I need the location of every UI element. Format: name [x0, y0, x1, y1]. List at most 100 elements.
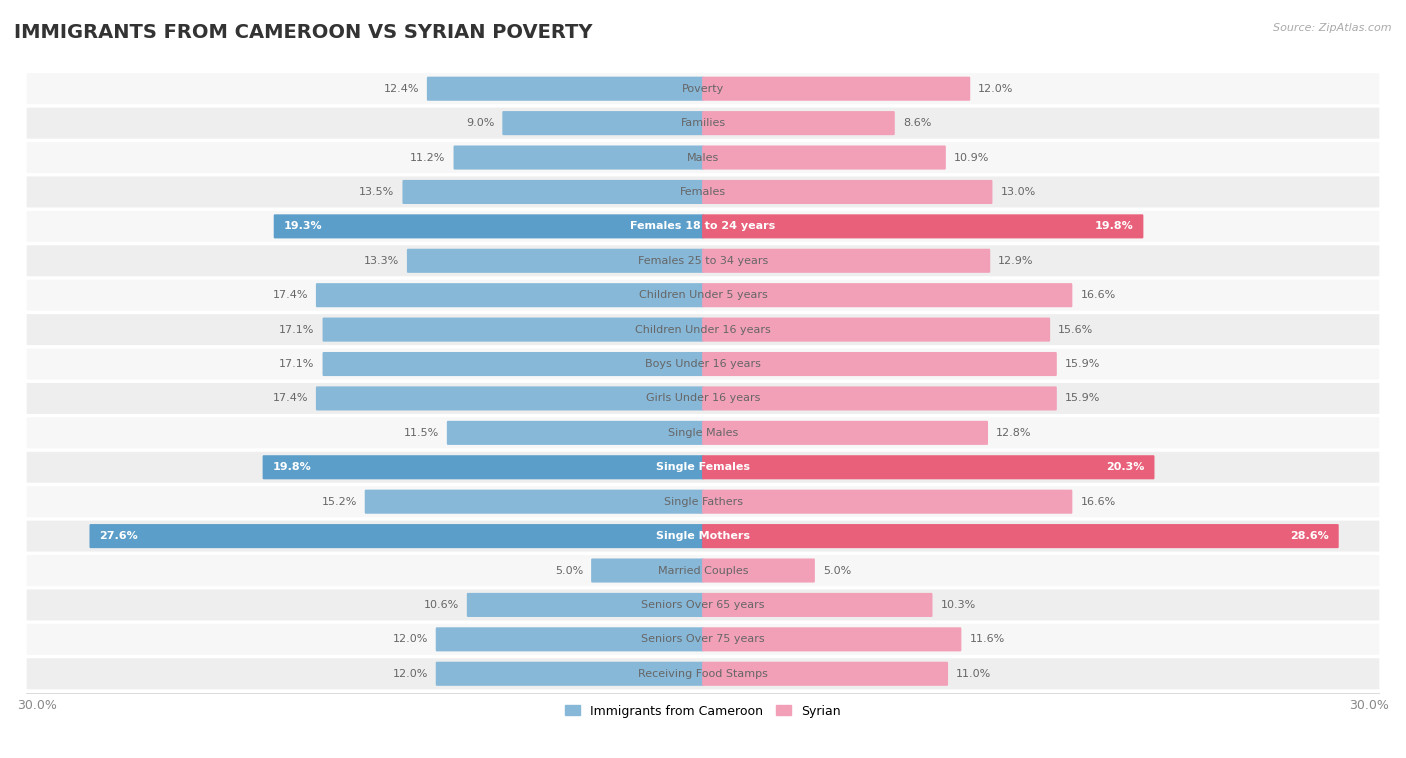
FancyBboxPatch shape [702, 318, 1050, 342]
Text: 16.6%: 16.6% [1080, 496, 1115, 506]
Text: 15.9%: 15.9% [1064, 359, 1099, 369]
Text: Single Mothers: Single Mothers [657, 531, 749, 541]
FancyBboxPatch shape [274, 215, 704, 239]
Text: Children Under 16 years: Children Under 16 years [636, 324, 770, 334]
Text: 5.0%: 5.0% [823, 565, 851, 575]
FancyBboxPatch shape [702, 559, 815, 583]
FancyBboxPatch shape [90, 524, 704, 548]
FancyBboxPatch shape [702, 215, 1143, 239]
Legend: Immigrants from Cameroon, Syrian: Immigrants from Cameroon, Syrian [561, 700, 845, 722]
FancyBboxPatch shape [702, 111, 894, 135]
Text: 12.9%: 12.9% [998, 255, 1033, 266]
FancyBboxPatch shape [454, 146, 704, 170]
FancyBboxPatch shape [702, 283, 1073, 307]
Text: 9.0%: 9.0% [465, 118, 495, 128]
Text: 17.1%: 17.1% [280, 324, 315, 334]
FancyBboxPatch shape [27, 108, 1379, 139]
FancyBboxPatch shape [322, 318, 704, 342]
Text: Families: Families [681, 118, 725, 128]
FancyBboxPatch shape [27, 624, 1379, 655]
FancyBboxPatch shape [436, 662, 704, 686]
FancyBboxPatch shape [402, 180, 704, 204]
FancyBboxPatch shape [322, 352, 704, 376]
FancyBboxPatch shape [702, 249, 990, 273]
FancyBboxPatch shape [702, 146, 946, 170]
Text: 17.4%: 17.4% [273, 290, 308, 300]
FancyBboxPatch shape [502, 111, 704, 135]
FancyBboxPatch shape [27, 555, 1379, 586]
FancyBboxPatch shape [27, 280, 1379, 311]
FancyBboxPatch shape [27, 74, 1379, 104]
Text: 19.8%: 19.8% [1095, 221, 1133, 231]
FancyBboxPatch shape [364, 490, 704, 514]
Text: IMMIGRANTS FROM CAMEROON VS SYRIAN POVERTY: IMMIGRANTS FROM CAMEROON VS SYRIAN POVER… [14, 23, 592, 42]
Text: 5.0%: 5.0% [555, 565, 583, 575]
Text: 27.6%: 27.6% [100, 531, 138, 541]
FancyBboxPatch shape [316, 387, 704, 411]
FancyBboxPatch shape [702, 352, 1057, 376]
Text: 12.4%: 12.4% [384, 83, 419, 94]
FancyBboxPatch shape [316, 283, 704, 307]
FancyBboxPatch shape [702, 77, 970, 101]
FancyBboxPatch shape [436, 628, 704, 651]
Text: 28.6%: 28.6% [1291, 531, 1329, 541]
FancyBboxPatch shape [27, 142, 1379, 173]
Text: Males: Males [688, 152, 718, 162]
Text: Children Under 5 years: Children Under 5 years [638, 290, 768, 300]
Text: 13.5%: 13.5% [359, 187, 395, 197]
FancyBboxPatch shape [27, 658, 1379, 689]
Text: Girls Under 16 years: Girls Under 16 years [645, 393, 761, 403]
FancyBboxPatch shape [702, 628, 962, 651]
FancyBboxPatch shape [406, 249, 704, 273]
FancyBboxPatch shape [263, 456, 704, 479]
FancyBboxPatch shape [27, 211, 1379, 242]
FancyBboxPatch shape [702, 421, 988, 445]
FancyBboxPatch shape [702, 524, 1339, 548]
Text: 12.0%: 12.0% [979, 83, 1014, 94]
Text: 11.5%: 11.5% [404, 428, 439, 438]
Text: Boys Under 16 years: Boys Under 16 years [645, 359, 761, 369]
Text: 13.0%: 13.0% [1001, 187, 1036, 197]
FancyBboxPatch shape [27, 246, 1379, 276]
Text: 10.3%: 10.3% [941, 600, 976, 610]
FancyBboxPatch shape [27, 486, 1379, 517]
Text: 20.3%: 20.3% [1107, 462, 1144, 472]
Text: 19.3%: 19.3% [284, 221, 322, 231]
FancyBboxPatch shape [591, 559, 704, 583]
Text: Single Females: Single Females [657, 462, 749, 472]
Text: Source: ZipAtlas.com: Source: ZipAtlas.com [1274, 23, 1392, 33]
Text: 11.6%: 11.6% [969, 634, 1005, 644]
FancyBboxPatch shape [702, 456, 1154, 479]
Text: Single Males: Single Males [668, 428, 738, 438]
FancyBboxPatch shape [27, 383, 1379, 414]
Text: Married Couples: Married Couples [658, 565, 748, 575]
FancyBboxPatch shape [27, 418, 1379, 448]
Text: Seniors Over 75 years: Seniors Over 75 years [641, 634, 765, 644]
Text: Females 25 to 34 years: Females 25 to 34 years [638, 255, 768, 266]
Text: 15.9%: 15.9% [1064, 393, 1099, 403]
FancyBboxPatch shape [27, 177, 1379, 208]
Text: 15.6%: 15.6% [1059, 324, 1094, 334]
Text: 12.0%: 12.0% [392, 669, 427, 678]
FancyBboxPatch shape [27, 521, 1379, 552]
Text: 10.6%: 10.6% [423, 600, 458, 610]
Text: 11.2%: 11.2% [411, 152, 446, 162]
FancyBboxPatch shape [447, 421, 704, 445]
Text: 17.1%: 17.1% [280, 359, 315, 369]
FancyBboxPatch shape [27, 314, 1379, 345]
Text: 12.0%: 12.0% [392, 634, 427, 644]
Text: Single Fathers: Single Fathers [664, 496, 742, 506]
FancyBboxPatch shape [702, 180, 993, 204]
FancyBboxPatch shape [702, 593, 932, 617]
FancyBboxPatch shape [427, 77, 704, 101]
Text: 15.2%: 15.2% [322, 496, 357, 506]
Text: 8.6%: 8.6% [903, 118, 931, 128]
Text: 10.9%: 10.9% [953, 152, 990, 162]
Text: Poverty: Poverty [682, 83, 724, 94]
Text: 13.3%: 13.3% [364, 255, 399, 266]
Text: Receiving Food Stamps: Receiving Food Stamps [638, 669, 768, 678]
Text: 11.0%: 11.0% [956, 669, 991, 678]
FancyBboxPatch shape [27, 590, 1379, 620]
FancyBboxPatch shape [702, 662, 948, 686]
Text: Females: Females [681, 187, 725, 197]
